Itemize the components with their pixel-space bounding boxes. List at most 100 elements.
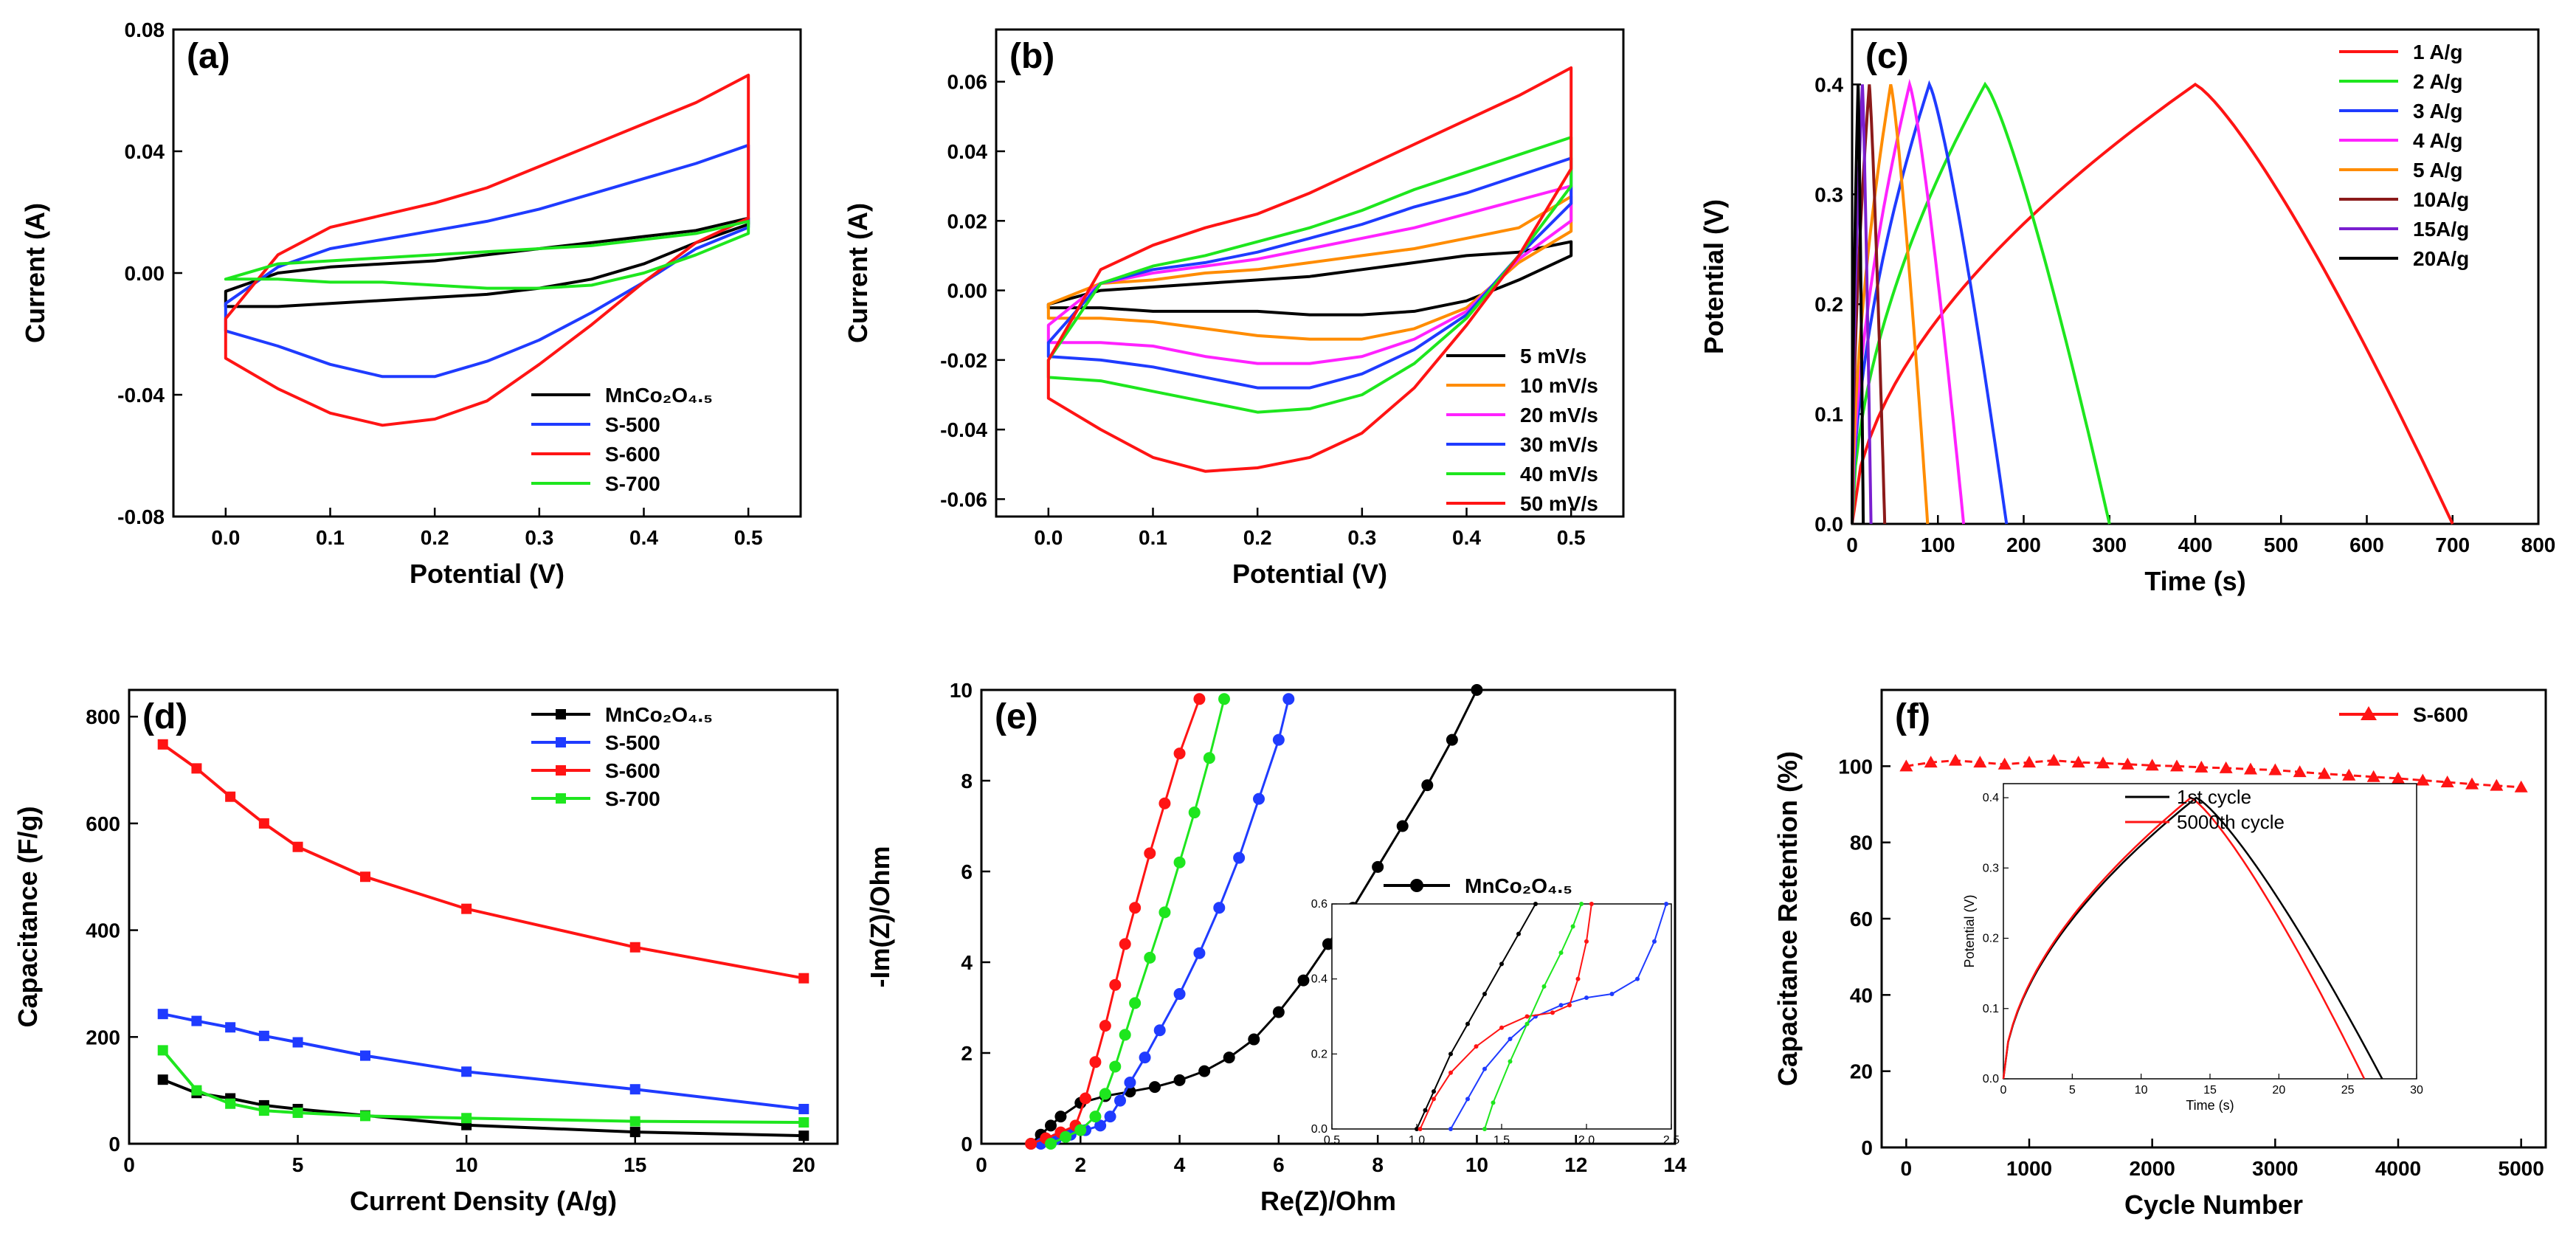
data-point bbox=[2023, 756, 2036, 768]
inset-point bbox=[1465, 1021, 1470, 1026]
x-tick-label: 3000 bbox=[2252, 1157, 2298, 1180]
inset-point bbox=[1558, 1003, 1564, 1008]
data-point bbox=[1129, 902, 1142, 914]
y-axis-label: Capacitance Retention (%) bbox=[1772, 751, 1803, 1086]
y-axis-label: Current (A) bbox=[843, 203, 873, 343]
y-axis-label: Potential (V) bbox=[1962, 894, 1977, 967]
data-point bbox=[798, 1103, 809, 1114]
gcd-curve bbox=[1851, 78, 1966, 525]
legend-label: S-600 bbox=[605, 759, 660, 782]
data-point bbox=[258, 818, 269, 829]
x-tick-label: 1000 bbox=[2006, 1157, 2052, 1180]
legend-label: MnCo₂O₄.₅ bbox=[605, 384, 713, 407]
legend-label: 10A/g bbox=[2413, 188, 2469, 211]
data-point bbox=[461, 1066, 472, 1077]
cv-curve bbox=[1046, 240, 1573, 317]
y-tick-label: 0 bbox=[108, 1133, 120, 1156]
data-point bbox=[1949, 753, 1962, 766]
inset-point bbox=[1474, 1044, 1479, 1049]
x-tick-label: 700 bbox=[2435, 534, 2470, 556]
data-point bbox=[1094, 1119, 1107, 1132]
panel-label: (f) bbox=[1895, 697, 1930, 736]
y-tick-label: 0.06 bbox=[947, 71, 988, 94]
cv-curve bbox=[1046, 156, 1573, 390]
x-tick-label: 10 bbox=[455, 1153, 478, 1176]
y-tick-label: 200 bbox=[86, 1026, 120, 1049]
y-tick-label: 20 bbox=[1850, 1060, 1873, 1083]
x-tick-label: 10 bbox=[2135, 1084, 2148, 1097]
y-tick-label: 400 bbox=[86, 919, 120, 942]
data-point bbox=[1089, 1056, 1102, 1068]
x-tick-label: 1.0 bbox=[1409, 1134, 1425, 1147]
data-point bbox=[1203, 752, 1215, 764]
nyquist-line bbox=[1040, 698, 1290, 1145]
data-point bbox=[1272, 733, 1285, 746]
data-point bbox=[1074, 1124, 1087, 1136]
cv-curve bbox=[1046, 195, 1573, 341]
nyquist-line bbox=[1050, 698, 1226, 1145]
y-tick-label: 40 bbox=[1850, 984, 1873, 1006]
data-point bbox=[1119, 938, 1131, 950]
inset-point bbox=[1567, 1003, 1572, 1008]
y-tick-label: 10 bbox=[950, 679, 973, 702]
data-point bbox=[292, 1037, 303, 1048]
y-tick-label: -0.04 bbox=[117, 384, 165, 407]
gcd-curve bbox=[1851, 84, 1865, 525]
x-tick-label: 0.5 bbox=[1557, 526, 1586, 549]
y-tick-label: 0.2 bbox=[1311, 1048, 1327, 1060]
y-tick-label: 0.4 bbox=[1311, 973, 1327, 986]
data-point bbox=[1899, 759, 1913, 772]
data-point bbox=[157, 1045, 168, 1056]
inset-e: 0.5 1.0 1.5 2.0 2.5 0.0 0.2 0.4 0.6 bbox=[1311, 898, 1679, 1147]
data-point bbox=[1173, 1074, 1186, 1086]
data-point bbox=[1173, 747, 1186, 760]
data-point bbox=[461, 903, 472, 914]
data-point bbox=[2490, 778, 2504, 791]
y-tick-label: 6 bbox=[961, 860, 973, 883]
data-point bbox=[1233, 852, 1246, 864]
y-tick-label: 0.3 bbox=[1983, 862, 1999, 874]
inset-point bbox=[1550, 1010, 1555, 1015]
x-tick-label: 300 bbox=[2092, 534, 2127, 556]
data-point bbox=[2416, 773, 2430, 786]
x-tick-label: 0.5 bbox=[1324, 1134, 1340, 1147]
x-tick-label: 20 bbox=[793, 1153, 815, 1176]
legend-label: 15A/g bbox=[2413, 218, 2469, 241]
inset-point bbox=[1524, 1014, 1530, 1019]
legend-label: S-700 bbox=[605, 472, 660, 495]
x-tick-label: 25 bbox=[2341, 1084, 2355, 1097]
x-tick-label: 0.1 bbox=[316, 526, 345, 549]
inset-point bbox=[1635, 976, 1640, 981]
legend-label: 4 A/g bbox=[2413, 129, 2462, 152]
data-point bbox=[1973, 756, 1987, 768]
y-tick-label: 0.4 bbox=[1983, 792, 1999, 804]
legend-label: 1 A/g bbox=[2413, 41, 2462, 63]
inset-point bbox=[1575, 976, 1581, 981]
plot-frame bbox=[995, 28, 1625, 518]
data-point bbox=[798, 1117, 809, 1128]
data-point bbox=[1282, 693, 1295, 705]
x-tick-label: 15 bbox=[2203, 1084, 2217, 1097]
y-tick-label: -0.08 bbox=[117, 505, 165, 528]
x-tick-label: 0.3 bbox=[525, 526, 553, 549]
x-tick-label: 5000 bbox=[2499, 1157, 2544, 1180]
inset-legend-label: 5000th cycle bbox=[2177, 811, 2285, 833]
retention-line bbox=[1906, 759, 2521, 789]
x-tick-label: 0.0 bbox=[1034, 526, 1063, 549]
y-tick-label: 0 bbox=[961, 1133, 973, 1156]
x-tick-label: 0.1 bbox=[1139, 526, 1167, 549]
gcd-curve bbox=[1851, 84, 1887, 525]
data-point bbox=[2366, 770, 2380, 782]
x-tick-label: 400 bbox=[2178, 534, 2213, 556]
y-axis-label: Current (A) bbox=[20, 203, 50, 343]
x-tick-label: 8 bbox=[1372, 1153, 1384, 1176]
data-point bbox=[2293, 765, 2307, 778]
y-axis-label: Potential (V) bbox=[1699, 199, 1729, 354]
y-tick-label: 60 bbox=[1850, 908, 1873, 930]
x-tick-label: 5 bbox=[292, 1153, 304, 1176]
x-tick-label: 0 bbox=[976, 1153, 987, 1176]
x-tick-label: 0 bbox=[2000, 1084, 2007, 1097]
data-point bbox=[2047, 753, 2061, 766]
